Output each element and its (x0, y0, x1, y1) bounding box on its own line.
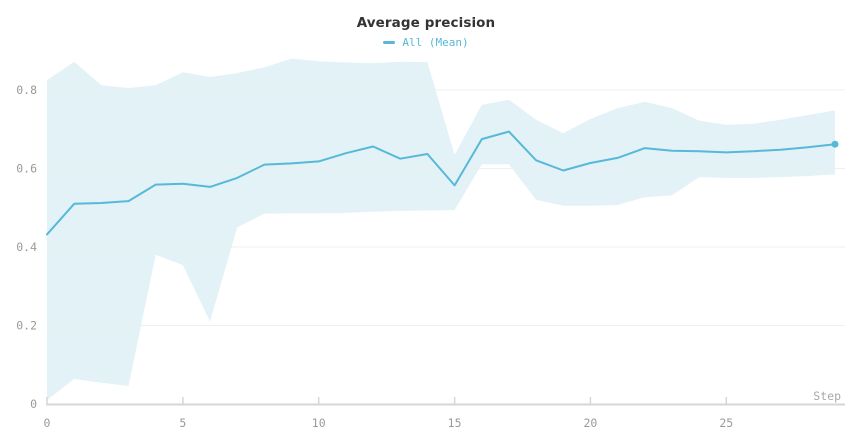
legend-item-label: All (Mean) (402, 36, 469, 49)
legend-line-swatch-icon (383, 41, 396, 44)
chart-title: Average precision (356, 15, 496, 31)
confidence-band (47, 58, 835, 401)
x-tick-label: 10 (312, 416, 326, 430)
x-tick-label: 15 (448, 416, 462, 430)
x-tick-label: 20 (583, 416, 597, 430)
y-tick-label: 0.4 (16, 240, 37, 254)
legend-item-all-mean[interactable]: All (Mean) (383, 36, 469, 49)
x-tick-label: 0 (44, 416, 51, 430)
y-tick-label: 0.8 (16, 83, 37, 97)
mean-line (46, 130, 836, 236)
x-axis-title: Step (813, 389, 841, 403)
x-tick-label: 25 (719, 416, 733, 430)
legend: All (Mean) (0, 36, 852, 49)
end-point-marker (831, 140, 839, 148)
y-tick-label: 0.6 (16, 162, 37, 176)
y-tick-label: 0 (30, 397, 37, 411)
y-tick-label: 0.2 (16, 319, 37, 333)
x-tick-label: 5 (179, 416, 186, 430)
